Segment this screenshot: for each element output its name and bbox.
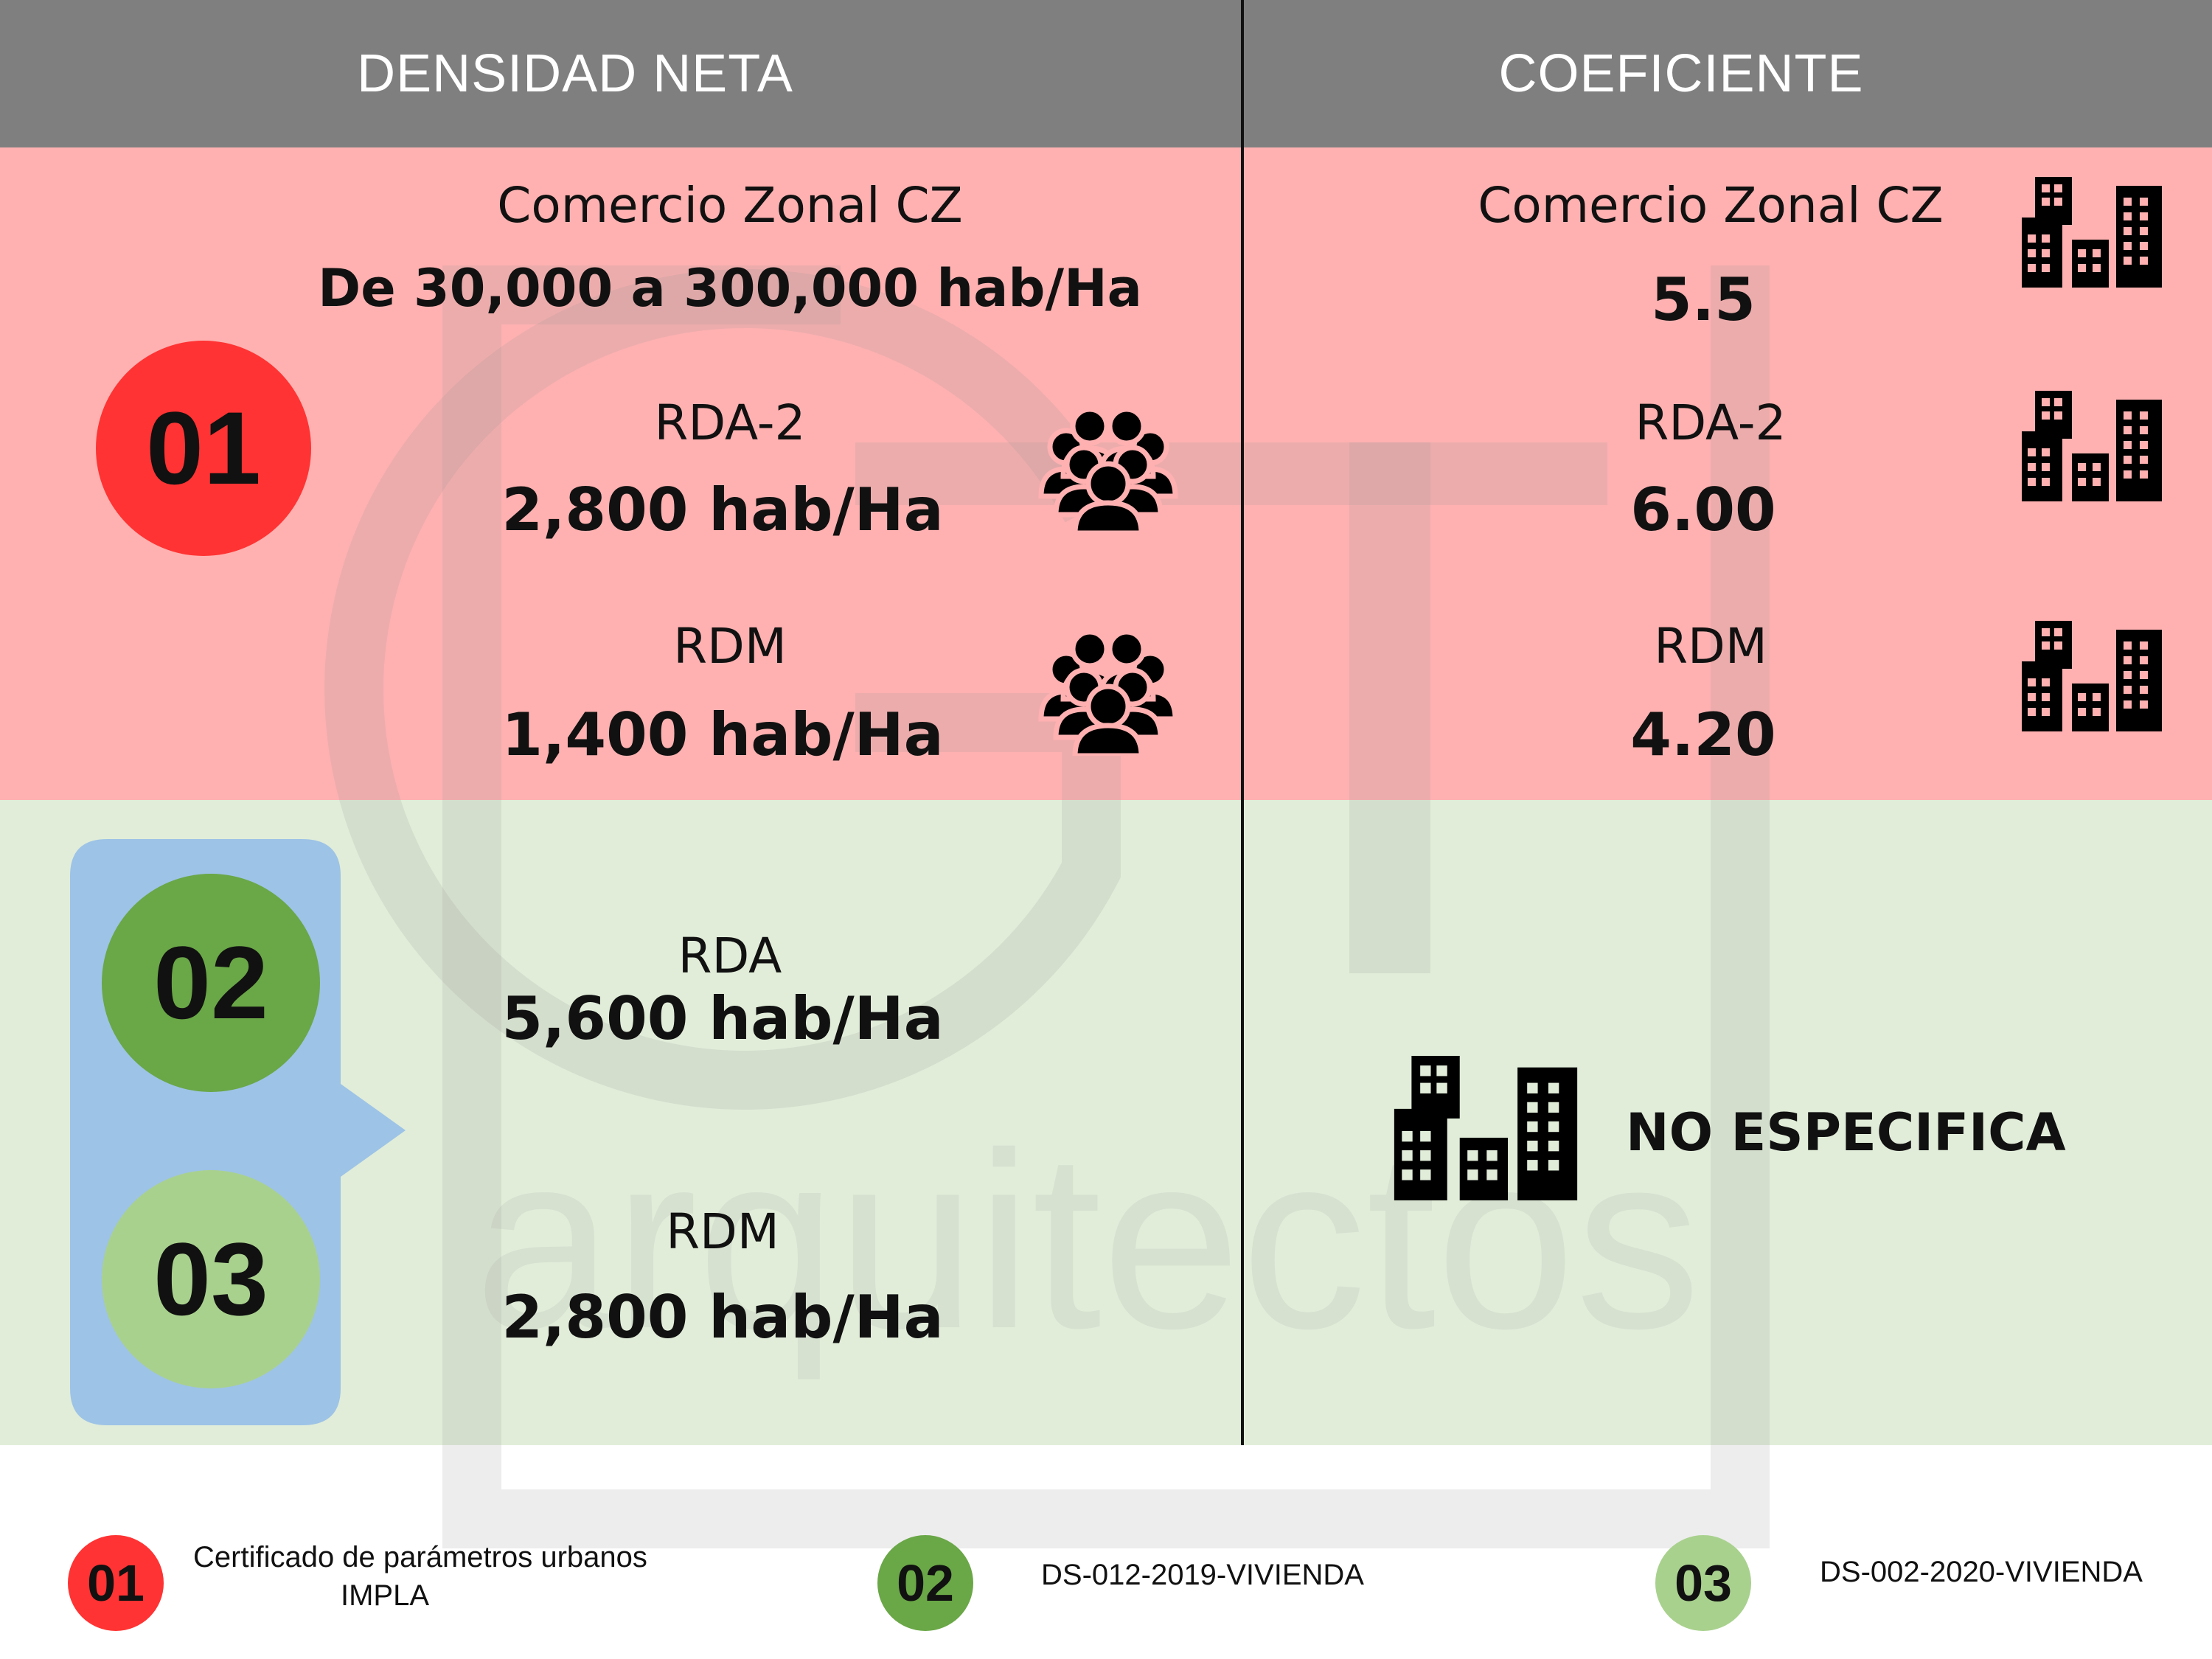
no-especifica-text: NO ESPECIFICA [1626, 1102, 2066, 1163]
coefficient-cz-label: Comercio Zonal CZ [1478, 177, 1944, 234]
coefficient-rdm-value: 4.20 [1630, 700, 1776, 769]
people-icon [1038, 406, 1178, 533]
legend-01-line2: IMPLA [340, 1579, 430, 1612]
coefficient-rda2-value: 6.00 [1630, 476, 1776, 544]
density-rda2-value: 2,800 hab/Ha [501, 476, 944, 544]
column-divider [1241, 0, 1244, 1445]
density-column-title: DENSIDAD NETA [357, 44, 793, 103]
legend-02-text: DS-012-2019-VIVIENDA [1041, 1559, 1364, 1591]
coefficient-cz-value: 5.5 [1651, 265, 1756, 334]
badge-03: 03 [102, 1170, 320, 1388]
density-cz-label: Comercio Zonal CZ [497, 177, 963, 234]
legend-badge-02: 02 [877, 1535, 973, 1631]
legend-badge-03: 03 [1655, 1535, 1751, 1631]
badge-01: 01 [96, 341, 311, 556]
legend-badge-01: 01 [68, 1535, 164, 1631]
density-rdm-2-value: 2,800 hab/Ha [501, 1283, 944, 1352]
density-rda-label: RDA [678, 928, 782, 984]
buildings-icon [2022, 621, 2162, 731]
density-rdm-value: 1,400 hab/Ha [501, 700, 944, 769]
header-bar [0, 0, 2212, 147]
buildings-icon [1394, 1056, 1578, 1200]
density-rda2-label: RDA-2 [654, 394, 806, 451]
coefficient-rdm-label: RDM [1654, 618, 1767, 675]
legend-01-line1: Certificado de parámetros urbanos [193, 1541, 647, 1573]
coefficient-column-title: COEFICIENTE [1498, 44, 1864, 103]
legend-03-text: DS-002-2020-VIVIENDA [1820, 1556, 2143, 1588]
badge-02: 02 [102, 874, 320, 1092]
buildings-icon [2022, 391, 2162, 501]
people-icon [1038, 629, 1178, 756]
density-rda-value: 5,600 hab/Ha [501, 984, 944, 1053]
coefficient-rda2-label: RDA-2 [1635, 394, 1787, 451]
density-rdm-2-label: RDM [666, 1203, 779, 1260]
density-rdm-label: RDM [673, 618, 787, 675]
density-cz-value: De 30,000 a 300,000 hab/Ha [318, 258, 1142, 319]
buildings-icon [2022, 177, 2162, 288]
